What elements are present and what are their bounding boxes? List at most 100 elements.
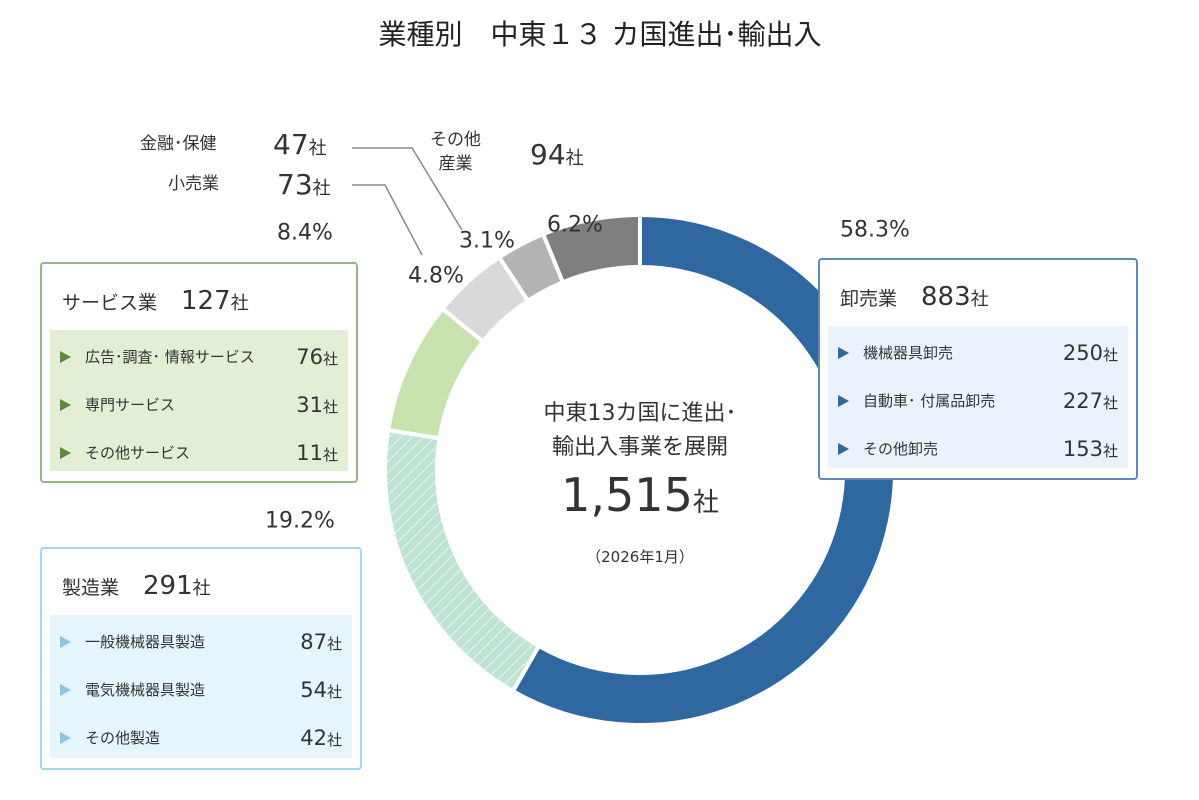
box-header: サービス業 127社 [62,286,249,316]
item-arrow [60,399,71,411]
category-name: 小売業 [168,174,219,194]
box-header: 卸売業 883社 [840,282,989,312]
count-unit: 社 [326,731,342,749]
percent-label: 58.3% [840,217,910,243]
item-row: 一般機械器具製造 87社 [50,619,352,665]
item-name: その他製造 [85,728,161,747]
category-box: 卸売業 883社 機械器具卸売 250社 自動車･ 付属品卸売 227社 その他卸売 153社 [818,258,1138,480]
chart-title: 業種別 中東１３ カ国進出･輸出入 [379,18,822,51]
item-name: その他サービス [85,443,191,462]
item-arrow [60,636,71,648]
item-name: 自動車･ 付属品卸売 [863,391,996,410]
item-count: 76 [296,345,323,369]
item-row: 電気機械器具製造 54社 [50,667,352,713]
item-list: 広告･調査･ 情報サービス 76社 専門サービス 31社 その他サービス 11社 [50,330,348,471]
category-box: 製造業 291社 一般機械器具製造 87社 電気機械器具製造 54社 その他製造 42社 [40,547,362,770]
category-box: サービス業 127社 広告･調査･ 情報サービス 76社 専門サービス 31社 その他サービ… [40,262,358,483]
item-count: 250 [1062,341,1103,365]
item-count-wrap: 153社 [1063,437,1118,461]
item-row: 自動車･ 付属品卸売 227社 [828,378,1128,424]
item-count: 54 [300,678,327,702]
item-row: 機械器具卸売 250社 [828,330,1128,376]
item-row: 専門サービス 31社 [50,382,348,428]
item-name: 機械器具卸売 [863,343,954,362]
item-count-wrap: 54社 [300,678,342,702]
donut-segment [540,212,642,285]
category-count: 127 [181,286,231,316]
box-header: 製造業 291社 [62,571,211,601]
category-count: 883 [921,282,971,312]
center-text: 中東13カ国に進出･ [543,401,737,426]
item-name: その他卸売 [863,439,939,458]
item-count-wrap: 42社 [300,726,342,750]
percent-label: 6.2% [547,212,603,238]
count-unit: 社 [322,350,338,368]
item-arrow [838,395,849,407]
center-total: 1,515社 [490,468,790,522]
item-row: その他サービス 11社 [50,430,348,476]
category-name: その他 産業 [430,130,481,174]
category-count-wrap: 47社 [273,128,327,161]
item-list: 機械器具卸売 250社 自動車･ 付属品卸売 227社 その他卸売 153社 [828,326,1128,468]
item-count-wrap: 227社 [1063,389,1118,413]
total-value: 1,515 [561,468,693,522]
count-unit: 社 [326,635,342,653]
percent-label: 4.8% [408,263,464,289]
count-unit: 社 [1102,442,1118,460]
item-arrow [60,447,71,459]
item-name: 専門サービス [85,395,176,414]
percent-label: 8.4% [277,220,333,246]
item-count-wrap: 87社 [300,630,342,654]
count-unit: 社 [970,289,989,310]
count-unit: 社 [326,683,342,701]
item-count: 87 [300,630,327,654]
category-count: 291 [143,571,193,601]
item-name: 一般機械器具製造 [85,632,206,651]
category-name: 卸売業 [840,288,898,310]
category-name: サービス業 [62,292,158,314]
item-arrow [838,347,849,359]
count-unit: 社 [1102,346,1118,364]
count-unit: 社 [308,138,327,159]
category-name: 製造業 [62,577,120,599]
category-name: 金融･保健 [140,134,217,154]
item-count: 153 [1062,437,1103,461]
center-text: 輸出入事業を展開 [551,435,728,460]
item-count-wrap: 31社 [296,393,338,417]
category-count: 47 [273,128,309,161]
item-arrow [60,732,71,744]
percent-label: 3.1% [459,228,515,254]
item-count-wrap: 11社 [296,441,338,465]
count-unit: 社 [312,178,331,199]
item-count: 11 [296,441,323,465]
leader-line [352,147,463,231]
count-unit: 社 [322,398,338,416]
count-unit: 社 [322,446,338,464]
total-unit: 社 [692,488,719,518]
category-count: 73 [277,168,313,201]
percent-label: 19.2% [265,508,335,534]
count-unit: 社 [192,578,211,599]
item-count-wrap: 76社 [296,345,338,369]
item-count-wrap: 250社 [1063,341,1118,365]
count-unit: 社 [1102,394,1118,412]
item-arrow [60,684,71,696]
item-row: その他卸売 153社 [828,426,1128,472]
item-arrow [838,443,849,455]
item-row: 広告･調査･ 情報サービス 76社 [50,334,348,380]
category-count: 94 [530,138,566,171]
item-name: 広告･調査･ 情報サービス [85,347,255,366]
item-row: その他製造 42社 [50,715,352,761]
category-count-wrap: 94社 [530,138,584,171]
category-count-wrap: 73社 [277,168,331,201]
item-list: 一般機械器具製造 87社 電気機械器具製造 54社 その他製造 42社 [50,615,352,758]
item-count: 42 [300,726,327,750]
count-unit: 社 [230,293,249,314]
count-unit: 社 [565,148,584,169]
item-arrow [60,351,71,363]
leader-line [352,184,423,256]
item-count: 31 [296,393,323,417]
item-count: 227 [1062,389,1103,413]
center-note: （2026年1月） [586,548,694,566]
